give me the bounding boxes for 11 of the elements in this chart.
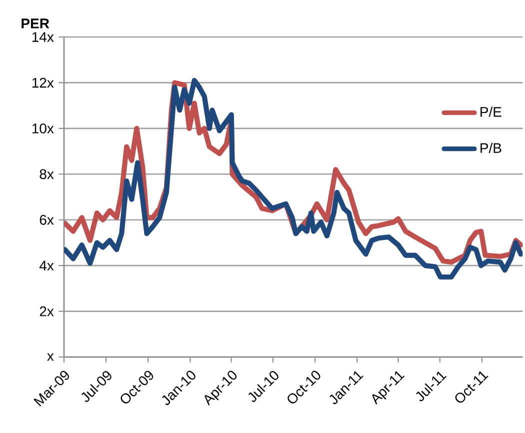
y-tick-label: x	[47, 353, 54, 361]
y-axis-title: PER	[22, 18, 50, 28]
legend-label: P/B	[480, 142, 502, 154]
y-tick-label: 2x	[40, 306, 54, 316]
y-tick-label: 14x	[32, 32, 54, 42]
legend-label: P/E	[480, 106, 502, 117]
y-tick-label: 12x	[32, 78, 54, 88]
y-tick-label: 10x	[32, 123, 54, 134]
y-tick-label: 4x	[39, 260, 54, 270]
y-tick-label: 6x	[40, 214, 54, 225]
y-tick-label: 8x	[40, 169, 54, 180]
